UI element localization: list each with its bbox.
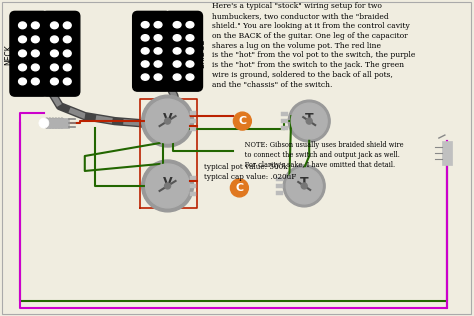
Ellipse shape: [51, 64, 58, 71]
Circle shape: [142, 95, 193, 147]
Ellipse shape: [186, 21, 194, 28]
Ellipse shape: [154, 61, 162, 67]
Ellipse shape: [64, 36, 71, 43]
Text: C: C: [235, 183, 244, 193]
Text: T: T: [305, 112, 313, 125]
Ellipse shape: [173, 61, 181, 67]
Text: T: T: [300, 176, 309, 189]
Text: NECK: NECK: [4, 44, 13, 65]
Text: BRIDGE: BRIDGE: [197, 39, 206, 68]
Circle shape: [306, 118, 312, 124]
Text: V: V: [163, 176, 173, 189]
Ellipse shape: [186, 48, 194, 54]
Circle shape: [146, 99, 190, 143]
Ellipse shape: [141, 35, 149, 41]
Ellipse shape: [51, 78, 58, 85]
Bar: [281, 126, 288, 130]
Ellipse shape: [18, 78, 27, 85]
Ellipse shape: [18, 22, 27, 29]
Circle shape: [301, 183, 307, 189]
FancyBboxPatch shape: [10, 11, 48, 96]
Ellipse shape: [141, 48, 149, 54]
Bar: [276, 191, 283, 195]
Ellipse shape: [18, 64, 27, 71]
Ellipse shape: [141, 74, 149, 80]
Bar: [281, 112, 288, 116]
Ellipse shape: [173, 35, 181, 41]
Ellipse shape: [51, 36, 58, 43]
Bar: [442, 141, 452, 165]
Circle shape: [286, 168, 322, 204]
Ellipse shape: [154, 48, 162, 54]
Text: V: V: [163, 112, 173, 125]
Text: NOTE: Gibson usually uses braided shield wire
     to connect the switch and out: NOTE: Gibson usually uses braided shield…: [235, 141, 404, 169]
Ellipse shape: [64, 78, 71, 85]
Circle shape: [230, 179, 248, 197]
Ellipse shape: [31, 36, 39, 43]
Circle shape: [288, 100, 330, 142]
Bar: [190, 176, 197, 180]
Bar: [47, 118, 69, 128]
Text: C: C: [238, 116, 246, 126]
Ellipse shape: [64, 50, 71, 57]
Ellipse shape: [141, 21, 149, 28]
Ellipse shape: [51, 22, 58, 29]
Text: typical pot value: 500k
typical cap value: .020uF: typical pot value: 500k typical cap valu…: [204, 163, 297, 181]
Ellipse shape: [31, 78, 39, 85]
Bar: [281, 119, 288, 123]
Ellipse shape: [186, 74, 194, 80]
Circle shape: [164, 118, 171, 124]
Circle shape: [146, 164, 190, 208]
Ellipse shape: [141, 61, 149, 67]
Circle shape: [233, 112, 251, 130]
FancyBboxPatch shape: [164, 11, 202, 91]
Ellipse shape: [31, 64, 39, 71]
Circle shape: [142, 160, 193, 212]
Ellipse shape: [64, 64, 71, 71]
Ellipse shape: [173, 74, 181, 80]
Ellipse shape: [18, 50, 27, 57]
Bar: [190, 192, 197, 196]
Ellipse shape: [51, 50, 58, 57]
Ellipse shape: [64, 22, 71, 29]
Circle shape: [164, 183, 171, 189]
Circle shape: [291, 103, 327, 139]
Bar: [190, 111, 197, 115]
Ellipse shape: [186, 61, 194, 67]
Text: Here's a typical "stock" wiring setup for two
humbuckers, two conductor with the: Here's a typical "stock" wiring setup fo…: [212, 3, 416, 89]
Bar: [276, 184, 283, 188]
Ellipse shape: [154, 21, 162, 28]
Ellipse shape: [154, 35, 162, 41]
Bar: [190, 127, 197, 131]
Ellipse shape: [186, 35, 194, 41]
Ellipse shape: [154, 74, 162, 80]
Ellipse shape: [18, 36, 27, 43]
Ellipse shape: [173, 48, 181, 54]
Bar: [190, 119, 197, 123]
Circle shape: [39, 118, 49, 128]
Bar: [276, 177, 283, 181]
FancyBboxPatch shape: [42, 11, 80, 96]
Bar: [190, 184, 197, 188]
Ellipse shape: [173, 21, 181, 28]
FancyBboxPatch shape: [133, 11, 171, 91]
Circle shape: [283, 165, 325, 207]
Ellipse shape: [31, 22, 39, 29]
Ellipse shape: [31, 50, 39, 57]
